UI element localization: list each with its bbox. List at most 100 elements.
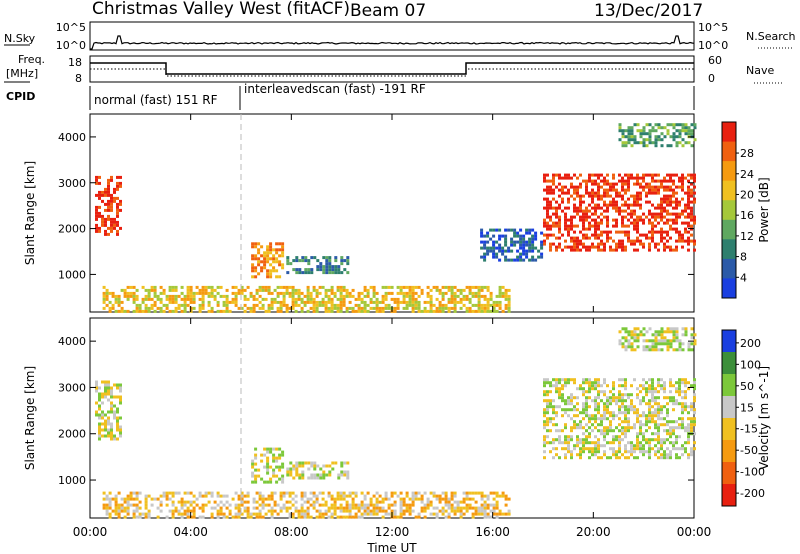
data-cell (174, 491, 178, 495)
data-cell (582, 387, 585, 391)
data-cell (543, 239, 546, 243)
data-cell (555, 173, 558, 177)
data-cell (390, 491, 394, 495)
data-cell (114, 300, 118, 304)
data-cell (165, 515, 169, 519)
data-cell (594, 194, 597, 198)
data-cell (275, 251, 279, 255)
data-cell (657, 188, 660, 192)
data-cell (582, 402, 585, 406)
data-cell (104, 220, 107, 224)
data-cell (339, 494, 343, 498)
data-cell (570, 426, 573, 430)
data-cell (612, 411, 615, 415)
data-cell (281, 462, 285, 466)
data-cell (237, 288, 241, 292)
data-cell (147, 512, 151, 516)
data-cell (263, 260, 267, 264)
data-cell (660, 384, 663, 388)
data-cell (594, 441, 597, 445)
data-cell (591, 453, 594, 457)
data-cell (609, 188, 612, 192)
data-cell (576, 212, 579, 216)
data-cell (588, 417, 591, 421)
data-cell (465, 491, 469, 495)
data-cell (603, 438, 606, 442)
data-cell (270, 515, 274, 519)
data-cell (132, 515, 136, 519)
data-cell (402, 294, 406, 298)
data-cell (555, 245, 558, 249)
data-cell (116, 220, 119, 224)
data-cell (678, 132, 682, 136)
data-cell (273, 509, 277, 513)
data-cell (564, 453, 567, 457)
data-cell (594, 206, 597, 210)
data-cell (234, 491, 238, 495)
data-cell (266, 456, 270, 460)
data-cell (630, 212, 633, 216)
nave-tick-top: 60 (708, 54, 722, 67)
data-cell (603, 203, 606, 207)
data-cell (489, 491, 493, 495)
data-cell (609, 194, 612, 198)
data-cell (654, 450, 657, 454)
data-cell (657, 438, 660, 442)
data-cell (627, 333, 631, 337)
data-cell (657, 411, 660, 415)
data-cell (105, 297, 109, 301)
colorbar-cell (722, 258, 736, 279)
data-cell (324, 306, 328, 310)
data-cell (267, 497, 271, 501)
data-cell (669, 450, 672, 454)
data-cell (609, 230, 612, 234)
data-cell (272, 257, 276, 261)
data-cell (402, 285, 406, 289)
data-cell (363, 506, 367, 510)
data-cell (281, 254, 285, 258)
data-cell (468, 503, 472, 507)
data-cell (192, 306, 196, 310)
data-cell (585, 441, 588, 445)
data-cell (687, 179, 690, 183)
data-cell (303, 491, 307, 495)
data-cell (567, 218, 570, 222)
data-cell (561, 185, 564, 189)
nsky-panel: N.Sky 10^5 10^0 10^5 10^0 N.Search (4, 21, 796, 52)
data-cell (263, 480, 267, 484)
data-cell (594, 399, 597, 403)
data-cell (306, 294, 310, 298)
data-cell (309, 306, 313, 310)
data-cell (606, 173, 609, 177)
data-cell (135, 509, 139, 513)
data-cell (666, 402, 669, 406)
data-cell (675, 438, 678, 442)
data-cell (480, 231, 484, 235)
colorbar-cell (722, 239, 736, 260)
data-cell (678, 123, 682, 127)
data-cell (498, 294, 502, 298)
data-cell (654, 215, 657, 219)
data-cell (489, 249, 493, 253)
data-cell (429, 303, 433, 307)
data-cell (116, 386, 119, 390)
data-cell (342, 515, 346, 519)
data-cell (492, 228, 496, 232)
data-cell (672, 248, 675, 252)
data-cell (405, 291, 409, 295)
data-cell (627, 206, 630, 210)
data-cell (630, 135, 634, 139)
data-cell (264, 512, 268, 516)
data-cell (240, 503, 244, 507)
data-cell (237, 509, 241, 513)
data-cell (240, 285, 244, 289)
data-cell (627, 339, 631, 343)
data-cell (336, 285, 340, 289)
data-cell (498, 234, 502, 238)
data-cell (666, 339, 670, 343)
data-cell (346, 476, 350, 480)
data-cell (555, 221, 558, 225)
data-cell (273, 491, 277, 495)
data-cell (330, 515, 334, 519)
data-cell (246, 306, 250, 310)
